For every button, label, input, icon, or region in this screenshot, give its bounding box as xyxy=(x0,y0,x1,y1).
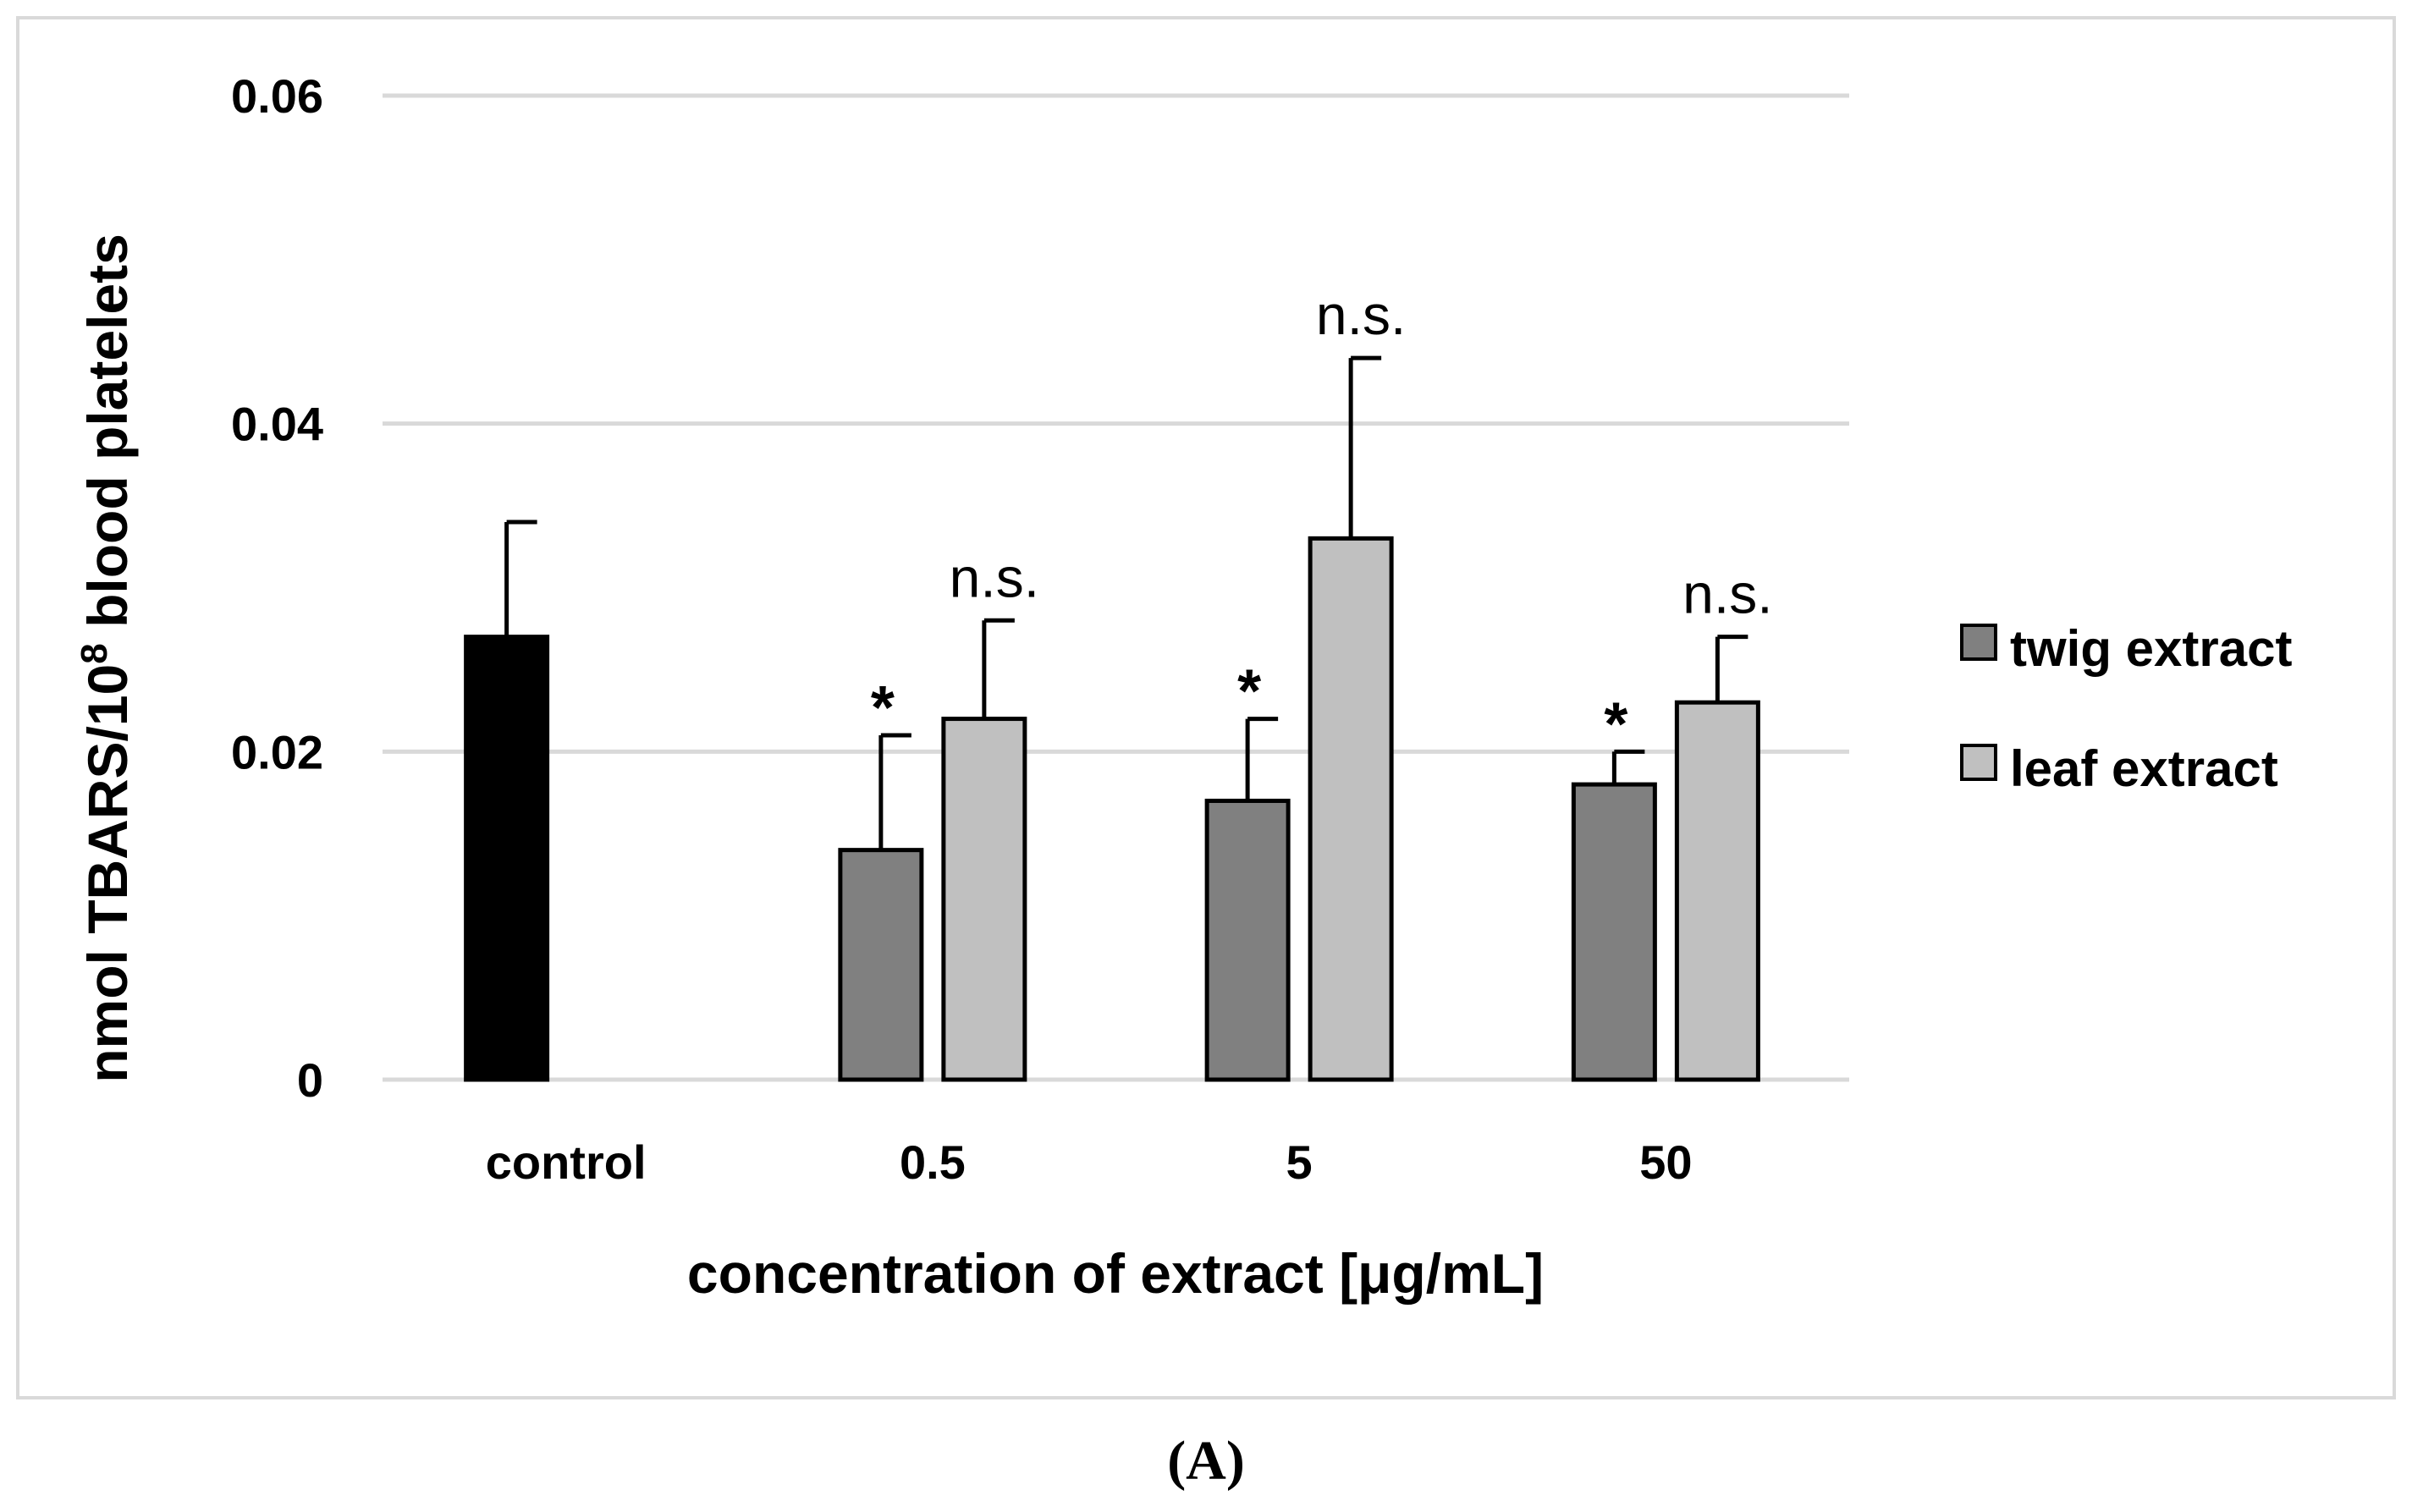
x-tick-label: 5 xyxy=(1286,1135,1313,1189)
y-tick-label: 0.04 xyxy=(231,398,323,451)
legend: twig extract leaf extract xyxy=(1960,620,2292,797)
bar-control xyxy=(464,635,550,1082)
significance-star: * xyxy=(1604,690,1627,758)
bar-leaf xyxy=(1674,700,1760,1082)
legend-label-leaf: leaf extract xyxy=(2010,740,2278,797)
x-axis-ticks: control 0.5 5 50 xyxy=(486,1135,1693,1189)
legend-label-twig: twig extract xyxy=(2010,620,2292,677)
y-tick-label: 0 xyxy=(297,1053,323,1107)
ns-label: n.s. xyxy=(950,546,1039,608)
y-axis-title-main: nmol TBARS/10 xyxy=(76,664,139,1083)
bar-twig xyxy=(1204,798,1291,1082)
bar-leaf xyxy=(1308,536,1394,1082)
ns-label: n.s. xyxy=(1316,283,1406,346)
y-tick-label: 0.06 xyxy=(231,69,323,123)
bar-leaf xyxy=(941,717,1027,1082)
y-axis-ticks: 0 0.02 0.04 0.06 xyxy=(231,69,323,1107)
x-tick-label: control xyxy=(486,1135,647,1189)
bar-twig xyxy=(1571,782,1657,1082)
y-axis-title-superscript: 8 xyxy=(74,643,115,663)
x-tick-label: 50 xyxy=(1639,1135,1692,1189)
panel-label: (A) xyxy=(1167,1430,1245,1492)
x-tick-label: 0.5 xyxy=(900,1135,966,1189)
chart-frame xyxy=(16,16,2396,1399)
legend-swatch-leaf xyxy=(1960,744,1997,781)
bars: * n.s. * n.s. * n.s. xyxy=(464,283,1773,1082)
y-axis-title: nmol TBARS/108 blood platelets xyxy=(74,234,139,1083)
y-axis-title-tail: blood platelets xyxy=(76,234,139,643)
y-tick-label: 0.02 xyxy=(231,725,323,778)
ns-label: n.s. xyxy=(1682,563,1772,625)
significance-star: * xyxy=(1237,658,1261,726)
bar-twig xyxy=(838,848,924,1082)
x-axis-title: concentration of extract [μg/mL] xyxy=(687,1242,1544,1305)
significance-star: * xyxy=(871,674,895,742)
legend-swatch-twig xyxy=(1960,624,1997,661)
